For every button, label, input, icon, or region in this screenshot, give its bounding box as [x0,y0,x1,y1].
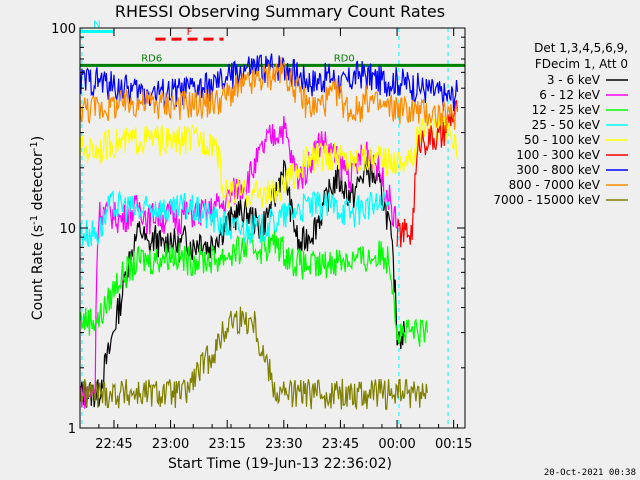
legend-header: Det 1,3,4,5,6,9, [534,41,628,55]
series-line-3 [79,189,391,247]
mode-bar-label: N [93,20,100,31]
legend-entry-label: 100 - 300 keV [516,148,600,162]
chart-title: RHESSI Observing Summary Count Rates [115,2,445,21]
x-tick-label: 22:45 [95,437,132,452]
y-axis-label: Count Rate (s-1 detector-1) [29,136,46,320]
ylabel-sup: -1 [29,215,40,225]
x-axis: 22:45 23:00 23:15 23:30 23:45 00:00 00:15 [79,28,472,452]
ylabel-prefix: Count Rate (s [30,225,46,320]
series-line-7 [79,56,459,132]
legend-header: FDecim 1, Att 0 [535,57,628,71]
x-tick-label: 00:00 [378,437,415,452]
x-tick-label: 23:30 [265,437,302,452]
y-tick-label: 1 [68,422,76,437]
svg-text:Count Rate (s-1 detector-1): Count Rate (s-1 detector-1) [29,136,46,320]
ylabel-sup2: -1 [29,141,40,151]
x-axis-label: Start Time (19-Jun-13 22:36:02) [168,456,392,472]
series-line-0 [79,156,406,408]
legend-entry-label: 7000 - 15000 keV [493,193,600,207]
mode-bar-label: RD6 [141,53,162,64]
legend-entry-label: 800 - 7000 keV [509,178,601,192]
legend-entry-label: 25 - 50 keV [532,118,601,132]
y-tick-label: 100 [51,22,76,37]
mode-bar-label: RD0 [334,53,355,64]
attenuator-bars: F N RD0 RD6 [80,20,465,67]
x-tick-label: 00:15 [435,437,472,452]
x-tick-label: 23:00 [152,437,189,452]
legend-entry-label: 3 - 6 keV [547,73,601,87]
footer-timestamp: 20-Oct-2021 00:38 [543,468,636,478]
series-line-1 [79,116,398,409]
legend-entry-label: 12 - 25 keV [532,103,601,117]
legend: Det 1,3,4,5,6,9, FDecim 1, Att 0 3 - 6 keV… [493,41,628,207]
series-line-4 [79,115,459,209]
y-axis: 1 10 100 [51,22,465,437]
mode-bar-label: F [187,27,193,38]
x-tick-label: 23:45 [322,437,359,452]
series-lines [79,53,459,411]
series-line-8 [79,306,428,411]
legend-entry-label: 6 - 12 keV [539,88,601,102]
legend-entry-label: 50 - 100 keV [524,133,601,147]
ylabel-suffix: detector [30,151,46,215]
x-tick-label: 23:15 [208,437,245,452]
ylabel-close: ) [30,136,46,141]
series-line-2 [79,230,428,347]
y-tick-label: 10 [59,222,76,237]
legend-entry-label: 300 - 800 keV [516,163,600,177]
